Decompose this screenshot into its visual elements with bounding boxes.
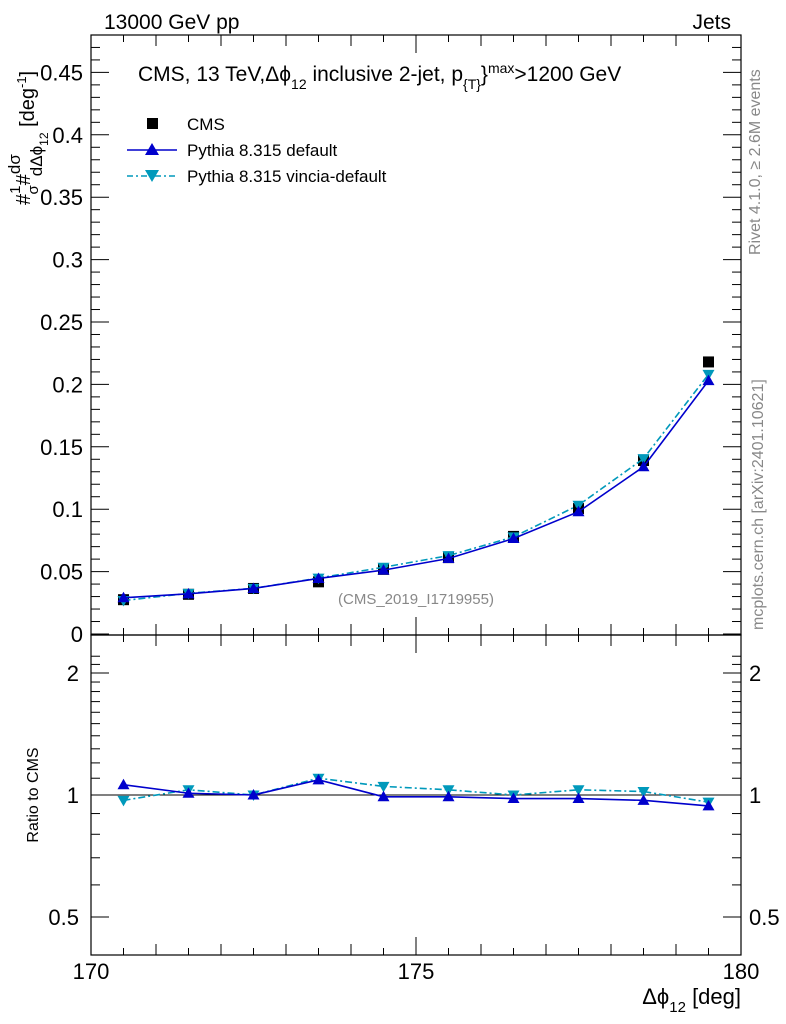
legend-marker-cms [147,118,158,129]
ratio-pythia-series-point [247,789,260,800]
y-label-dphi: dΔϕ [27,146,46,176]
y-label-sub: 12 [37,132,51,146]
rivet-label: Rivet 4.1.0, ≥ 2.6M events [747,69,764,255]
y-tick-label: 0 [71,622,83,647]
plot-title-supmax: max [488,60,514,76]
vincia-series-line [123,373,710,602]
ratio-y-tick-label: 0.5 [48,905,79,930]
ratio-series [117,773,715,811]
plot-title-main: CMS, 13 TeV,Δϕ [138,63,291,86]
pythia-series-point [312,572,325,583]
y-tick-label: 0.2 [52,372,83,397]
legend-marker-vincia [145,170,159,182]
y-tick-label: 0.45 [40,60,83,85]
ratio-vincia-series-point [377,781,390,793]
ratio-y-tick-label-right: 1 [749,783,761,808]
vincia-series-point [637,454,650,465]
ratio-pythia-series-point [507,792,520,804]
ratio-y-tick-label: 1 [67,783,79,808]
ratio-ticks: 0.5 0.5 1 1 2 2 170 175 180 [48,635,780,984]
y-label-one: 1 [7,186,24,194]
pythia-series-point [247,582,260,593]
legend-label-vincia: Pythia 8.315 vincia-default [187,167,387,186]
ratio-y-tick-label-right: 2 [749,661,761,686]
mcplots-label: mcplots.cern.ch [arXiv:2401.10621] [750,379,767,630]
ratio-vincia-series-point [637,787,650,798]
ratio-vincia-series-point [442,785,455,796]
x-tick-label: 180 [723,959,760,984]
pythia-series-point [572,505,585,517]
plot-title-mid: inclusive 2-jet, p [307,63,463,86]
ratio-pythia-series-point [182,787,195,798]
ratio-pythia-series-point [117,778,130,790]
y-label-sup: -1 [14,76,29,88]
y-tick-label: 0.4 [52,123,83,148]
analysis-tag: (CMS_2019_I1719955) [338,591,494,608]
pythia-series-point [507,532,520,544]
plot-title-brace: } [481,63,488,86]
plot-title-tail: >1200 GeV [514,63,621,86]
y-label-dsigma: dσ [5,154,24,174]
pythia-series-point [702,374,715,386]
y-axis-label-main: #1σ#dσ dΔϕ12 [deg-1] [5,71,51,205]
ratio-pythia-series-point [442,790,455,802]
x-label-unit: [deg] [686,984,741,1009]
ratio-y-tick-label: 2 [67,661,79,686]
ratio-pythia-series-point [312,773,325,785]
header-left: 13000 GeV pp [104,11,239,34]
plot-title-subT: {T} [463,76,481,92]
plot-title: CMS, 13 TeV,Δϕ12 inclusive 2-jet, p{T}}m… [138,60,621,92]
plot-title-sub12: 12 [291,76,307,92]
legend-label-pythia: Pythia 8.315 default [187,141,338,160]
ratio-vincia-series-point [572,785,585,796]
pythia-series-point [442,552,455,563]
y-tick-label: 0.25 [40,310,83,335]
pythia-series-point [377,564,390,575]
y-label-sigma: σ [25,185,42,195]
ratio-vincia-series-point [117,795,130,807]
pythia-series-point [637,460,650,472]
x-tick-label: 170 [73,959,110,984]
x-label-main: Δϕ [642,984,669,1009]
main-ticks: 0 0.05 0.1 0.15 0.2 0.25 0.3 0.35 0.4 0.45 [40,35,742,647]
y-tick-label: 0.35 [40,185,83,210]
y-tick-label: 0.3 [52,248,83,273]
ratio-pythia-series-point [637,794,650,805]
legend-label-cms: CMS [187,115,225,134]
x-tick-label: 175 [398,959,435,984]
ratio-y-tick-label-right: 0.5 [749,905,780,930]
legend: CMS Pythia 8.315 default Pythia 8.315 vi… [127,115,387,186]
ratio-pythia-series-point [377,790,390,802]
header-right: Jets [692,11,731,34]
y-tick-label: 0.05 [40,560,83,585]
pythia-series-point [117,591,130,603]
y-tick-label: 0.15 [40,435,83,460]
pythia-series-line [123,380,710,599]
ratio-pythia-series-line [123,779,709,807]
y-label-hash: # [13,173,35,185]
ratio-pythia-series-point [572,792,585,804]
y-tick-label: 0.1 [52,497,83,522]
y-label-unit: [deg [17,88,39,132]
cms-data-point [703,356,714,368]
ratio-vincia-series-line [123,777,709,803]
y-label-prefix: # [13,193,35,205]
legend-marker-pythia [145,143,159,155]
x-axis-label: Δϕ12 [deg] [642,984,741,1016]
pythia-series-point [182,587,195,599]
main-series [117,356,715,607]
y-label-close: ] [17,71,39,77]
x-label-sub: 12 [669,999,686,1016]
y-axis-label-ratio: Ratio to CMS [25,747,42,842]
ratio-pythia-series-point [702,799,715,811]
